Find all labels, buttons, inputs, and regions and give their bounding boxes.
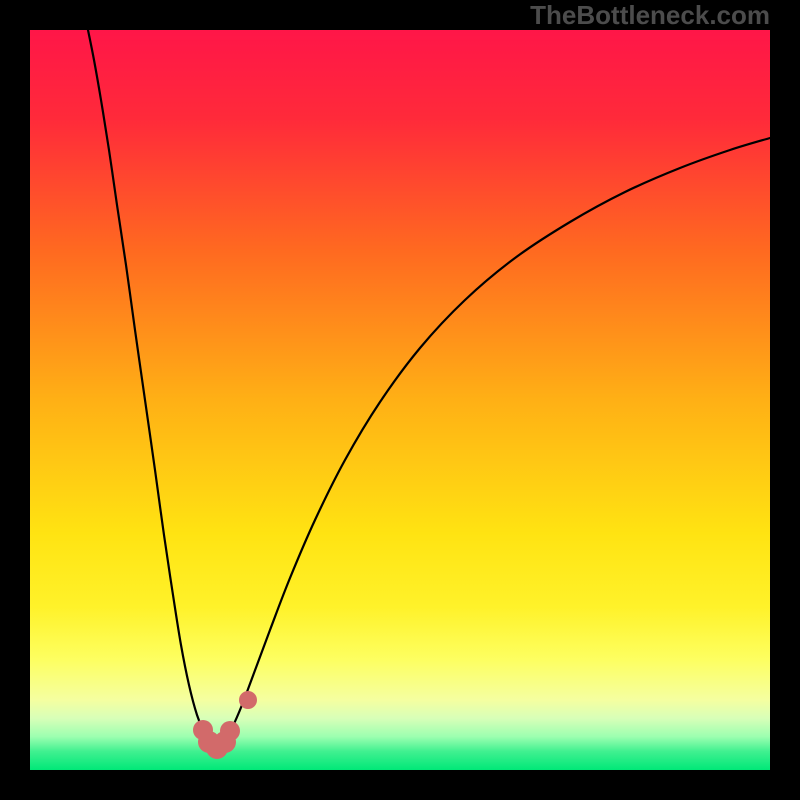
plot-frame bbox=[0, 0, 800, 800]
data-point-4 bbox=[220, 721, 240, 741]
watermark-text: TheBottleneck.com bbox=[530, 0, 770, 31]
gradient-background bbox=[30, 30, 770, 770]
data-point-5 bbox=[239, 691, 257, 709]
bottleneck-chart bbox=[30, 30, 770, 770]
